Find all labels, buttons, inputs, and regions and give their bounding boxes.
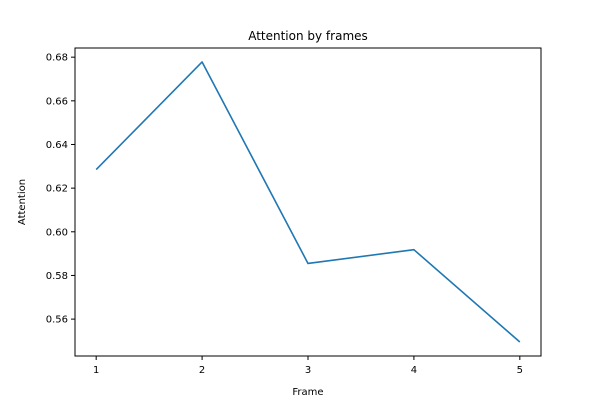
series-line xyxy=(95,61,521,343)
x-tick-label: 2 xyxy=(199,365,205,376)
y-axis-label: Attention xyxy=(17,179,28,225)
y-tick-label: 0.58 xyxy=(46,271,68,282)
x-axis: 1 2 3 4 5 xyxy=(93,356,523,376)
x-axis-label: Frame xyxy=(292,387,323,398)
y-tick-label: 0.68 xyxy=(46,53,68,64)
y-tick-label: 0.64 xyxy=(46,140,68,151)
y-tick-label: 0.66 xyxy=(46,96,68,107)
y-tick-label: 0.60 xyxy=(46,227,68,238)
y-tick-label: 0.56 xyxy=(46,315,68,326)
x-tick-label: 1 xyxy=(93,365,99,376)
x-tick-label: 4 xyxy=(411,365,417,376)
x-tick-label: 3 xyxy=(305,365,311,376)
x-tick-label: 5 xyxy=(517,365,523,376)
y-tick-label: 0.62 xyxy=(46,184,68,195)
series-layer xyxy=(95,61,521,343)
chart-title: Attention by frames xyxy=(248,29,368,43)
y-axis: 0.56 0.58 0.60 0.62 0.64 0.66 0.68 xyxy=(46,53,75,326)
